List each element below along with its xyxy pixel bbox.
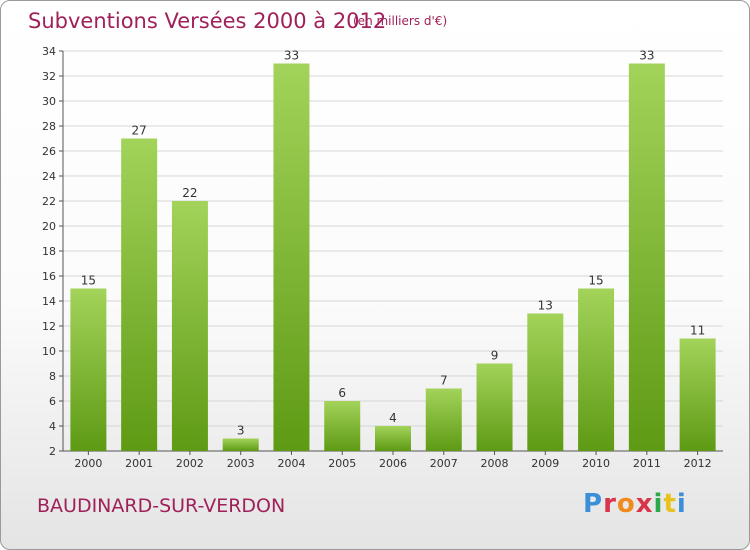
y-tick-label: 10 — [42, 345, 56, 358]
bar-2003 — [222, 438, 259, 451]
y-tick-label: 8 — [49, 370, 56, 383]
x-tick-label: 2000 — [74, 457, 102, 470]
bar-value-label: 22 — [182, 186, 197, 200]
bar-2012 — [679, 338, 716, 451]
x-tick-label: 2001 — [125, 457, 153, 470]
x-tick-label: 2010 — [582, 457, 610, 470]
x-tick-label: 2007 — [430, 457, 458, 470]
bar-2005 — [324, 401, 361, 451]
bar-value-label: 33 — [284, 49, 299, 63]
bar-2001 — [121, 138, 158, 451]
x-tick-label: 2008 — [481, 457, 509, 470]
x-tick-label: 2002 — [176, 457, 204, 470]
y-tick-label: 14 — [42, 295, 56, 308]
x-tick-label: 2011 — [633, 457, 661, 470]
y-tick-label: 6 — [49, 395, 56, 408]
commune-name: BAUDINARD-SUR-VERDON — [37, 495, 286, 517]
y-tick-label: 4 — [49, 420, 56, 433]
x-tick-label: 2004 — [277, 457, 305, 470]
labels: 2468101214161820222426283032341520002720… — [42, 45, 712, 470]
axes — [59, 50, 723, 455]
y-tick-label: 34 — [42, 45, 56, 58]
bar-2011 — [628, 63, 665, 451]
bar-value-label: 7 — [440, 374, 448, 388]
bars — [70, 63, 716, 451]
y-tick-label: 18 — [42, 245, 56, 258]
y-tick-label: 26 — [42, 145, 56, 158]
y-tick-label: 20 — [42, 220, 56, 233]
x-tick-label: 2009 — [531, 457, 559, 470]
bar-value-label: 15 — [588, 274, 603, 288]
bar-value-label: 13 — [538, 299, 553, 313]
bar-value-label: 11 — [690, 324, 705, 338]
y-tick-label: 30 — [42, 95, 56, 108]
bar-2009 — [527, 313, 564, 451]
bar-2008 — [476, 363, 513, 451]
bar-2007 — [425, 388, 462, 451]
y-tick-label: 12 — [42, 320, 56, 333]
y-tick-label: 28 — [42, 120, 56, 133]
bar-value-label: 27 — [132, 124, 147, 138]
bar-2000 — [70, 288, 107, 451]
x-tick-label: 2012 — [684, 457, 712, 470]
y-tick-label: 2 — [49, 445, 56, 458]
bar-2010 — [578, 288, 615, 451]
y-tick-label: 32 — [42, 70, 56, 83]
bar-value-label: 33 — [639, 49, 654, 63]
y-tick-label: 22 — [42, 195, 56, 208]
x-tick-label: 2005 — [328, 457, 356, 470]
bar-2006 — [375, 426, 411, 451]
bar-value-label: 6 — [338, 386, 346, 400]
unit-note: (en milliers d'€) — [353, 14, 448, 28]
bar-value-label: 15 — [81, 274, 96, 288]
proxiti-logo: Proxiti — [583, 489, 687, 519]
x-tick-label: 2003 — [227, 457, 255, 470]
x-tick-label: 2006 — [379, 457, 407, 470]
grid-lines — [63, 50, 723, 452]
bar-value-label: 4 — [389, 411, 397, 425]
bar-2002 — [171, 201, 208, 451]
bar-value-label: 3 — [237, 424, 245, 438]
chart-title: Subventions Versées 2000 à 2012 — [28, 9, 387, 33]
y-tick-label: 16 — [42, 270, 56, 283]
bar-value-label: 9 — [491, 349, 499, 363]
y-tick-label: 24 — [42, 170, 56, 183]
bar-2004 — [273, 63, 310, 451]
